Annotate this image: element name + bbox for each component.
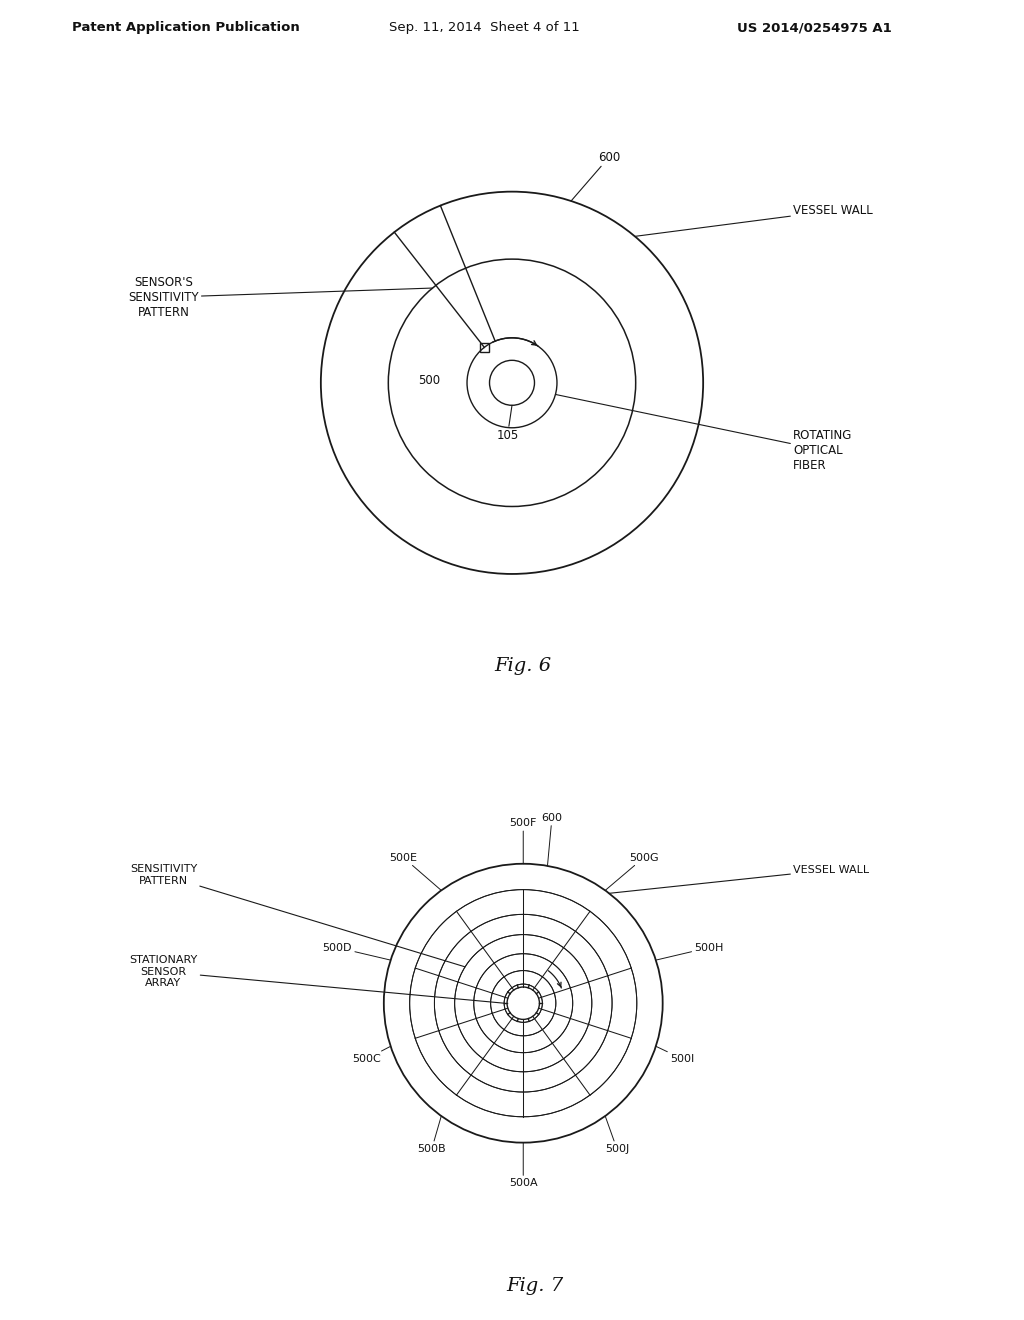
Text: 500E: 500E <box>389 853 441 891</box>
Text: VESSEL WALL: VESSEL WALL <box>635 205 872 236</box>
Circle shape <box>507 987 540 1019</box>
Text: 105: 105 <box>497 405 518 442</box>
Text: 600: 600 <box>542 813 562 866</box>
Text: STATIONARY
SENSOR
ARRAY: STATIONARY SENSOR ARRAY <box>129 956 504 1003</box>
Text: 500H: 500H <box>655 942 724 960</box>
Text: 500I: 500I <box>655 1047 694 1064</box>
Text: 500: 500 <box>418 374 440 387</box>
Text: 500G: 500G <box>605 853 658 891</box>
Text: 500D: 500D <box>323 942 390 960</box>
Text: SENSITIVITY
PATTERN: SENSITIVITY PATTERN <box>130 865 465 966</box>
Text: Fig. 7: Fig. 7 <box>506 1276 563 1295</box>
Text: 500F: 500F <box>510 818 537 863</box>
Text: Patent Application Publication: Patent Application Publication <box>72 21 299 34</box>
Text: Fig. 6: Fig. 6 <box>495 656 552 675</box>
Text: 500B: 500B <box>418 1115 446 1154</box>
Text: 500J: 500J <box>605 1115 629 1154</box>
Text: 600: 600 <box>571 150 621 201</box>
Text: SENSOR'S
SENSITIVITY
PATTERN: SENSOR'S SENSITIVITY PATTERN <box>128 276 432 319</box>
Text: ROTATING
OPTICAL
FIBER: ROTATING OPTICAL FIBER <box>555 395 853 471</box>
Text: Sep. 11, 2014  Sheet 4 of 11: Sep. 11, 2014 Sheet 4 of 11 <box>389 21 580 34</box>
Text: 500C: 500C <box>352 1047 390 1064</box>
Text: 500A: 500A <box>509 1143 538 1188</box>
Text: VESSEL WALL: VESSEL WALL <box>609 865 869 894</box>
Text: US 2014/0254975 A1: US 2014/0254975 A1 <box>737 21 892 34</box>
